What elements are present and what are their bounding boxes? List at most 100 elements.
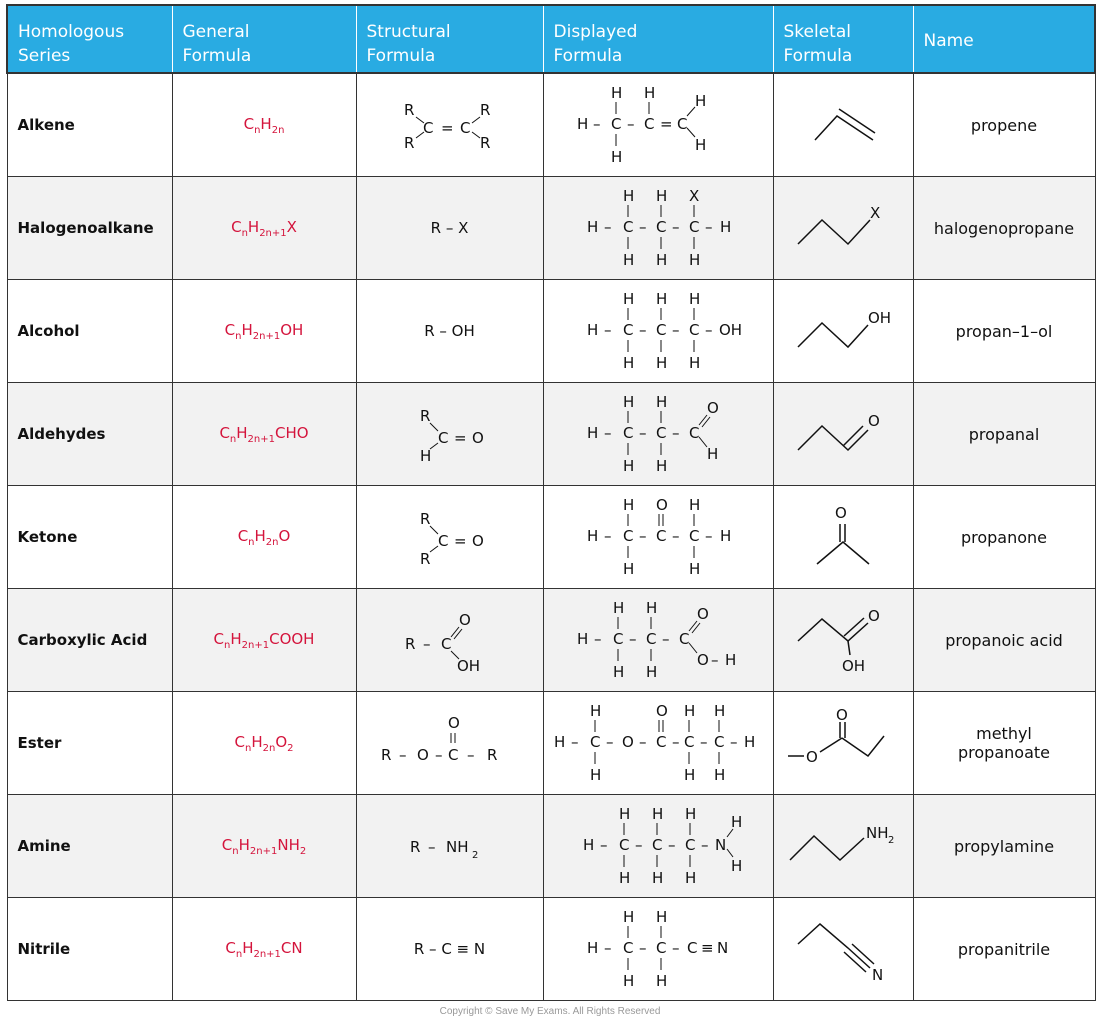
compound-name: propylamine — [912, 794, 1096, 898]
svg-text:–: – — [672, 321, 680, 339]
svg-text:C: C — [656, 527, 666, 545]
structural-formula-aldehyde: R H C = O — [355, 382, 544, 486]
header-displayed-formula: Displayed Formula — [543, 4, 774, 74]
svg-text:O: O — [459, 611, 471, 629]
svg-text:C: C — [438, 532, 448, 550]
svg-text:H: H — [656, 187, 667, 205]
general-formula: CnH2n+1CHO — [171, 382, 357, 486]
series-name: Alkene — [6, 72, 173, 177]
svg-text:H: H — [613, 599, 624, 617]
svg-text:H: H — [623, 393, 634, 411]
series-name: Amine — [6, 794, 173, 898]
series-name: Carboxylic Acid — [6, 588, 173, 692]
svg-text:=: = — [660, 115, 673, 133]
svg-text:H: H — [725, 651, 736, 669]
svg-text:C: C — [656, 939, 666, 957]
svg-text:H: H — [744, 733, 755, 751]
svg-text:–: – — [639, 527, 647, 545]
svg-text:OH: OH — [457, 657, 480, 675]
svg-text:–: – — [604, 527, 612, 545]
header-row: Homologous Series General Formula Struct… — [6, 4, 1096, 74]
svg-text:H: H — [689, 251, 700, 269]
svg-text:H: H — [656, 354, 667, 372]
svg-text:H: H — [623, 251, 634, 269]
svg-text:–: – — [639, 321, 647, 339]
svg-text:–: – — [594, 630, 602, 648]
svg-text:H: H — [652, 805, 663, 823]
general-formula: CnH2n+1COOH — [171, 588, 357, 692]
svg-text:H: H — [619, 869, 630, 887]
svg-text:O: O — [836, 708, 848, 724]
svg-text:R: R — [420, 550, 430, 568]
copyright-notice: Copyright © Save My Exams. All Rights Re… — [439, 1006, 661, 1017]
svg-text:O: O — [622, 733, 634, 751]
svg-text:–: – — [672, 527, 680, 545]
svg-text:H: H — [623, 187, 634, 205]
svg-text:OH: OH — [868, 309, 891, 327]
series-name: Aldehydes — [6, 382, 173, 486]
svg-text:H: H — [720, 218, 731, 236]
compound-name: propanitrile — [912, 897, 1096, 1001]
svg-text:=: = — [454, 532, 467, 550]
series-name: Nitrile — [6, 897, 173, 1001]
svg-text:–: – — [639, 218, 647, 236]
svg-text:R: R — [480, 134, 490, 152]
skeletal-formula-alcohol: OH — [772, 279, 914, 383]
svg-text:R: R — [381, 746, 391, 764]
svg-text:O: O — [806, 748, 818, 766]
svg-text:–: – — [639, 424, 647, 442]
svg-text:–: – — [604, 321, 612, 339]
svg-text:R: R — [410, 838, 420, 856]
svg-text:–: – — [705, 321, 713, 339]
svg-text:H: H — [720, 527, 731, 545]
series-name: Halogenoalkane — [6, 176, 173, 280]
svg-text:2: 2 — [472, 850, 478, 861]
svg-text:O: O — [697, 605, 709, 623]
skeletal-formula-amine: NH 2 — [772, 794, 914, 898]
svg-text:H: H — [583, 836, 594, 854]
svg-text:H: H — [623, 972, 634, 990]
svg-text:C: C — [644, 115, 654, 133]
svg-text:–: – — [705, 527, 713, 545]
svg-text:H: H — [689, 354, 700, 372]
compound-name: propanal — [912, 382, 1096, 486]
svg-text:–: – — [571, 733, 579, 751]
svg-text:H: H — [590, 702, 601, 720]
svg-text:=: = — [441, 119, 454, 137]
svg-text:C: C — [423, 119, 433, 137]
skeletal-formula-carboxylic-acid: O OH — [772, 588, 914, 692]
svg-text:C: C — [623, 424, 633, 442]
svg-text:O: O — [417, 746, 429, 764]
svg-text:H: H — [656, 251, 667, 269]
svg-text:C: C — [623, 218, 633, 236]
svg-text:C: C — [689, 424, 699, 442]
general-formula: CnH2nO — [171, 485, 357, 589]
series-name: Ester — [6, 691, 173, 795]
structural-formula-alcohol: R – OH — [355, 279, 544, 383]
svg-text:–: – — [672, 424, 680, 442]
svg-text:=: = — [454, 429, 467, 447]
general-formula: CnH2n — [171, 72, 357, 177]
header-skeletal-formula: Skeletal Formula — [773, 4, 914, 74]
svg-text:–: – — [604, 424, 612, 442]
header-name: Name — [913, 4, 1096, 74]
svg-text:–: – — [700, 733, 708, 751]
svg-text:–: – — [604, 218, 612, 236]
svg-text:R: R — [487, 746, 497, 764]
svg-text:H: H — [685, 805, 696, 823]
svg-text:C: C — [684, 733, 694, 751]
svg-text:C: C — [611, 115, 621, 133]
svg-text:N: N — [715, 836, 726, 854]
svg-text:O: O — [697, 651, 709, 669]
